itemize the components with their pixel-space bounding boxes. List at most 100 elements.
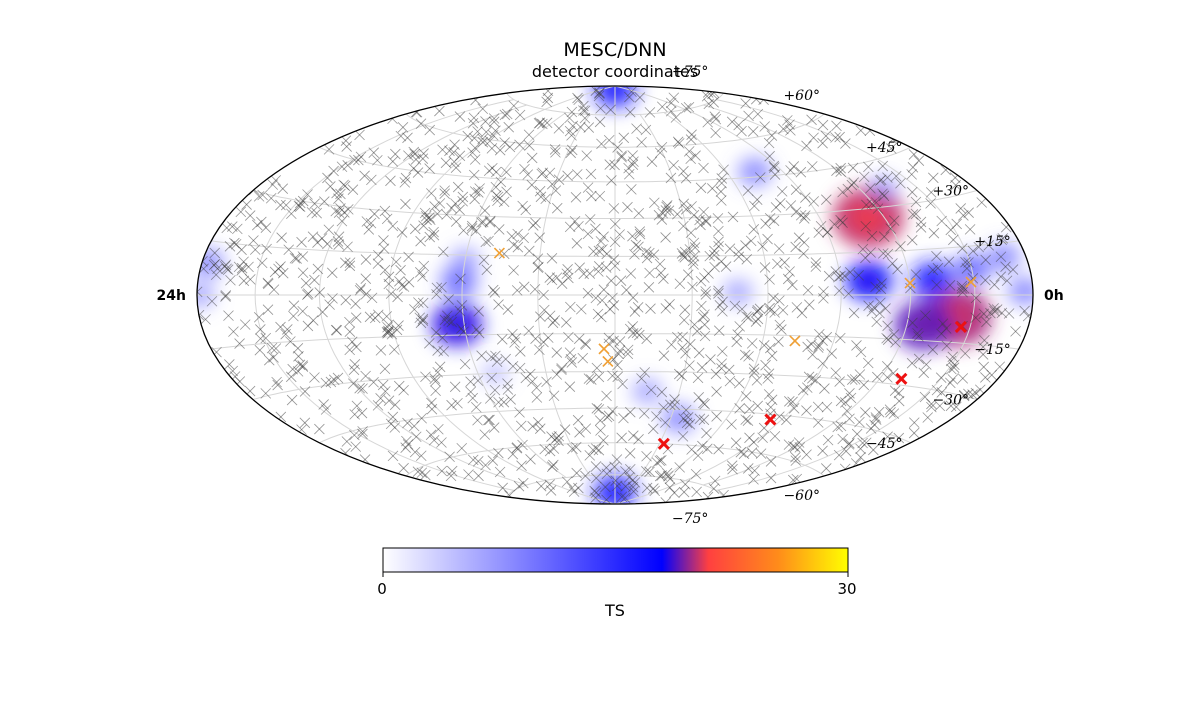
event-marker	[812, 342, 824, 353]
event-marker	[426, 188, 437, 199]
event-marker	[758, 422, 770, 434]
event-marker	[840, 445, 852, 457]
event-marker	[691, 486, 702, 498]
event-marker	[862, 357, 874, 369]
event-marker	[573, 333, 585, 345]
event-marker	[562, 170, 573, 182]
event-marker	[817, 137, 828, 149]
event-marker	[561, 268, 573, 280]
event-marker	[342, 241, 353, 253]
event-marker	[549, 315, 561, 326]
event-marker	[443, 315, 454, 327]
event-marker	[973, 241, 985, 253]
event-marker	[674, 462, 685, 473]
event-marker	[583, 122, 595, 133]
event-marker	[843, 288, 854, 299]
event-marker	[381, 311, 393, 322]
event-marker	[686, 201, 697, 212]
event-marker	[485, 215, 496, 227]
event-marker	[905, 282, 916, 294]
event-marker	[882, 172, 893, 183]
event-marker	[553, 174, 565, 185]
event-marker	[839, 270, 850, 282]
event-marker	[414, 312, 426, 324]
event-marker	[633, 207, 645, 219]
event-marker	[860, 220, 872, 232]
event-marker	[294, 201, 306, 212]
event-marker	[507, 360, 519, 372]
event-marker	[473, 327, 485, 339]
dec-label-0: +75°	[672, 64, 709, 80]
event-marker	[774, 319, 786, 331]
event-marker	[454, 111, 466, 122]
event-marker	[846, 179, 858, 191]
event-marker	[612, 359, 623, 371]
event-marker	[936, 387, 948, 398]
event-marker	[426, 403, 438, 415]
event-marker	[955, 203, 967, 214]
event-marker	[677, 342, 688, 353]
event-marker	[269, 266, 281, 278]
event-marker	[656, 470, 668, 481]
event-marker	[493, 447, 504, 459]
event-marker	[829, 218, 840, 230]
event-marker	[733, 251, 745, 263]
ts-hotspot-core-17	[1015, 283, 1033, 300]
dec-label-6: −30°	[932, 393, 969, 409]
event-marker	[307, 315, 319, 326]
event-marker	[328, 165, 339, 177]
event-marker	[921, 359, 932, 370]
event-marker	[388, 344, 400, 355]
event-marker	[855, 452, 866, 463]
event-marker	[763, 389, 775, 400]
event-marker	[624, 106, 636, 118]
event-marker	[488, 116, 500, 128]
event-marker	[697, 440, 708, 452]
event-marker	[537, 118, 548, 130]
event-marker	[698, 397, 709, 409]
event-marker	[574, 427, 585, 438]
event-marker	[593, 371, 605, 383]
event-marker	[778, 123, 789, 135]
event-marker	[465, 376, 476, 387]
event-marker	[366, 292, 378, 304]
event-marker	[372, 309, 384, 321]
event-marker	[710, 127, 721, 139]
event-marker	[519, 163, 530, 175]
event-marker	[539, 443, 550, 455]
event-marker	[562, 264, 573, 275]
event-marker	[546, 274, 558, 286]
event-marker	[912, 327, 923, 339]
event-marker	[340, 135, 352, 146]
event-marker	[398, 281, 410, 292]
event-marker	[564, 381, 576, 392]
event-marker	[946, 363, 957, 375]
event-marker	[347, 184, 359, 195]
event-marker	[782, 273, 794, 285]
event-marker	[802, 341, 813, 353]
event-marker	[401, 435, 412, 447]
event-marker	[286, 208, 297, 220]
event-marker	[680, 348, 691, 359]
event-marker	[598, 435, 609, 446]
event-marker	[344, 316, 355, 328]
event-marker	[683, 146, 695, 157]
event-marker	[395, 264, 406, 276]
event-marker	[288, 310, 299, 322]
event-marker	[610, 475, 621, 486]
event-marker	[871, 316, 882, 328]
event-marker	[625, 268, 637, 279]
event-marker	[440, 157, 452, 169]
event-marker	[223, 310, 234, 321]
event-marker	[627, 230, 638, 242]
event-marker	[765, 456, 777, 467]
event-marker	[654, 455, 666, 467]
event-marker	[773, 336, 784, 348]
event-marker	[691, 325, 703, 337]
event-marker	[566, 130, 577, 141]
event-marker	[488, 422, 500, 433]
event-marker	[350, 441, 361, 452]
event-marker	[445, 470, 457, 482]
event-marker	[294, 359, 306, 371]
event-marker	[402, 132, 413, 144]
